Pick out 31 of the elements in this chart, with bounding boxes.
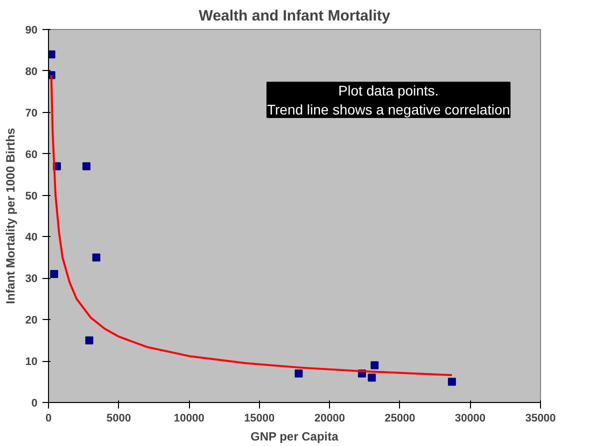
point [368, 374, 376, 382]
x-tick-label: 15000 [244, 412, 275, 424]
point [92, 253, 100, 262]
x-tick-label: 0 [45, 412, 52, 424]
point [294, 369, 303, 378]
x-tick-label: 30000 [454, 412, 486, 424]
point [370, 361, 379, 370]
chart-title: Wealth and Infant Mortality [198, 8, 391, 24]
y-tick-label: 70 [25, 107, 38, 120]
point [448, 378, 456, 386]
point [50, 270, 58, 278]
point [48, 50, 56, 58]
y-tick-label: 90 [25, 24, 38, 36]
y-tick-label: 30 [25, 273, 38, 286]
x-tick-label: 35000 [525, 412, 556, 424]
y-tick-label: 50 [25, 190, 38, 202]
x-tick-label: 25000 [384, 412, 416, 424]
y-tick-label: 80 [25, 66, 38, 78]
y-tick-label: 60 [25, 148, 38, 161]
x-tick-label: 20000 [314, 412, 345, 424]
x-axis-title: GNP per Capita [250, 430, 339, 444]
y-tick-label: 10 [25, 356, 38, 368]
x-tick-label: 5000 [106, 412, 132, 424]
y-axis-title: Infant Mortality per 1000 Births [3, 128, 18, 304]
y-tick-label: 0 [31, 398, 38, 410]
point [85, 336, 94, 344]
y-tick-label: 40 [25, 232, 38, 244]
annotation: Plot data points. Trend line shows a negative correlation [266, 82, 510, 118]
point [82, 162, 90, 170]
y-tick-label: 20 [25, 314, 38, 327]
x-tick-label: 10000 [174, 412, 204, 424]
